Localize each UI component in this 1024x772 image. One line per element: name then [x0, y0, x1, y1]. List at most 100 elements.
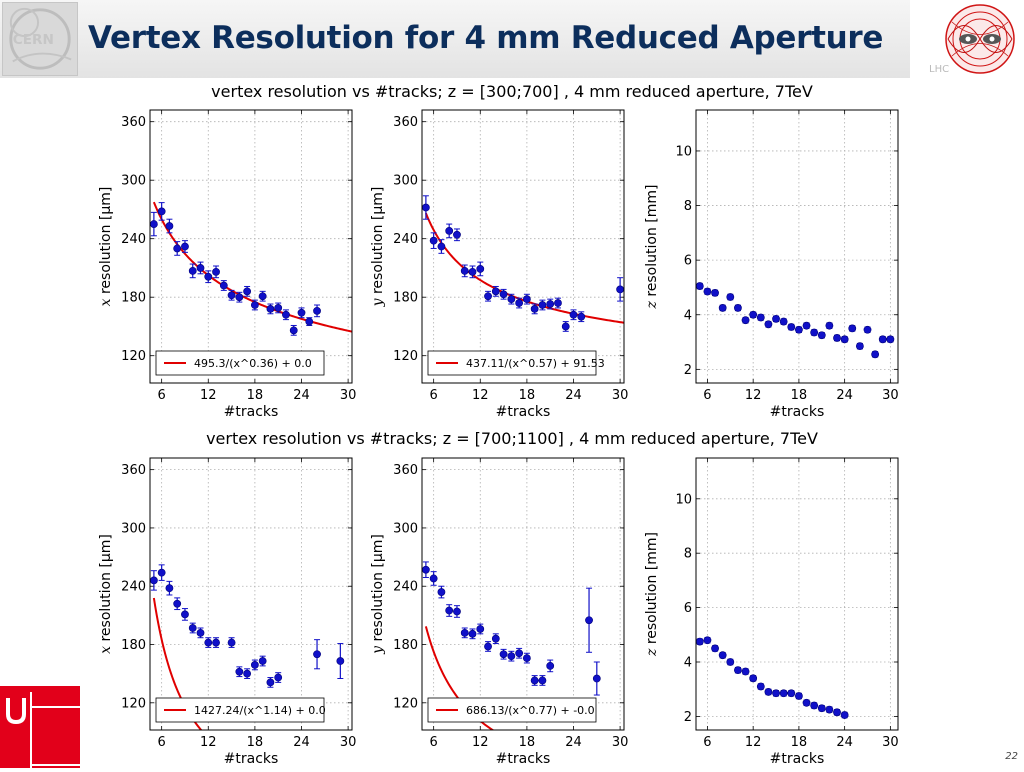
- data-point: [313, 650, 321, 659]
- y-axis-variable: y: [370, 294, 386, 307]
- data-point: [445, 606, 454, 615]
- data-point: [749, 674, 758, 683]
- y-tick-label: 360: [393, 115, 418, 130]
- y-tick-label: 10: [675, 492, 692, 507]
- data-point: [840, 711, 849, 719]
- fit-curve: [152, 201, 352, 333]
- plot-area: [422, 110, 624, 383]
- y-tick-label: 10: [675, 144, 692, 159]
- y-tick-label: 8: [684, 199, 692, 214]
- data-point: [181, 242, 189, 251]
- data-point: [243, 287, 252, 296]
- data-point: [274, 673, 283, 682]
- data-point: [726, 293, 735, 301]
- y-tick-label: 120: [121, 349, 146, 364]
- x-tick-label: 18: [247, 388, 264, 403]
- x-axis-label: #tracks: [224, 404, 279, 420]
- x-tick-label: 18: [791, 388, 808, 403]
- x-tick-label: 24: [565, 388, 582, 403]
- data-point: [703, 636, 712, 645]
- y-tick-label: 8: [684, 547, 692, 562]
- plot-frame: [149, 457, 353, 731]
- y-tick-label: 2: [684, 710, 692, 725]
- y-tick-label: 240: [393, 232, 418, 247]
- y-tick-label: 300: [121, 174, 146, 189]
- data-point: [577, 312, 586, 321]
- y-tick-label: 240: [121, 232, 146, 247]
- x-axis-label: #tracks: [496, 404, 551, 420]
- y-tick-label: 6: [684, 254, 692, 269]
- data-point: [476, 625, 485, 633]
- x-tick-label: 24: [565, 735, 582, 750]
- data-point: [886, 335, 895, 344]
- y-tick-label: 240: [121, 580, 146, 595]
- x-tick-label: 6: [430, 735, 438, 750]
- data-point: [616, 285, 625, 294]
- data-point: [468, 629, 477, 638]
- data-point: [795, 692, 803, 700]
- data-point: [802, 698, 811, 707]
- y-axis-label: x resolution [μm]: [98, 534, 114, 654]
- plot-area: [150, 458, 352, 730]
- y-axis-variable: x: [98, 294, 114, 306]
- x-tick-label: 24: [293, 388, 310, 403]
- data-point: [772, 689, 780, 698]
- data-point: [703, 287, 712, 296]
- data-point: [833, 334, 841, 342]
- data-point: [149, 220, 158, 228]
- lhc-label: LHC: [929, 64, 950, 75]
- row1-title: vertex resolution vs #tracks; z = [300;7…: [211, 82, 813, 101]
- data-point: [243, 669, 252, 678]
- y-axis-label: y resolution [μm]: [370, 187, 386, 308]
- data-point: [522, 295, 531, 304]
- plot-area: [696, 458, 898, 730]
- data-point: [453, 230, 461, 239]
- data-point: [212, 638, 220, 647]
- y-axis-label: y resolution [μm]: [370, 534, 386, 655]
- chart-5: 6 12 18 24 30 120 180 240 300 360 686.13/(x^0.77) …: [370, 457, 628, 767]
- data-point: [235, 667, 244, 676]
- data-point: [212, 267, 220, 276]
- data-point: [336, 657, 345, 665]
- data-point: [530, 304, 539, 313]
- y-tick-label: 240: [393, 580, 418, 595]
- data-point: [453, 607, 461, 616]
- x-tick-label: 24: [293, 735, 310, 750]
- data-point: [515, 649, 524, 658]
- y-axis-unit: resolution [μm]: [98, 187, 114, 294]
- data-point: [188, 266, 197, 275]
- y-axis-unit: resolution [μm]: [370, 534, 386, 641]
- data-point: [437, 242, 446, 251]
- legend-label: 495.3/(x^0.36) + 0.0: [194, 357, 312, 370]
- data-point: [833, 708, 841, 717]
- plot-frame: [695, 457, 899, 731]
- y-tick-label: 180: [121, 638, 146, 653]
- cern-logo: CERN: [2, 2, 78, 76]
- data-point: [779, 317, 788, 326]
- x-tick-label: 24: [836, 735, 853, 750]
- data-point: [460, 628, 469, 637]
- data-point: [507, 295, 516, 304]
- data-point: [250, 301, 259, 309]
- data-point: [227, 638, 236, 647]
- data-point: [538, 676, 547, 685]
- x-tick-label: 6: [158, 388, 166, 403]
- data-point: [157, 568, 166, 577]
- page-number: 22: [1005, 751, 1018, 762]
- data-point: [173, 244, 182, 253]
- y-axis-variable: z: [644, 644, 660, 657]
- data-point: [305, 317, 314, 326]
- data-point: [468, 267, 477, 276]
- data-point: [756, 313, 765, 322]
- svg-text:CERN: CERN: [13, 32, 54, 48]
- x-tick-label: 30: [340, 735, 357, 750]
- y-tick-label: 300: [393, 521, 418, 536]
- data-point: [718, 304, 727, 312]
- x-tick-label: 12: [745, 388, 762, 403]
- data-point: [289, 326, 298, 335]
- data-point: [878, 335, 887, 344]
- x-tick-label: 6: [430, 388, 438, 403]
- data-point: [764, 320, 773, 329]
